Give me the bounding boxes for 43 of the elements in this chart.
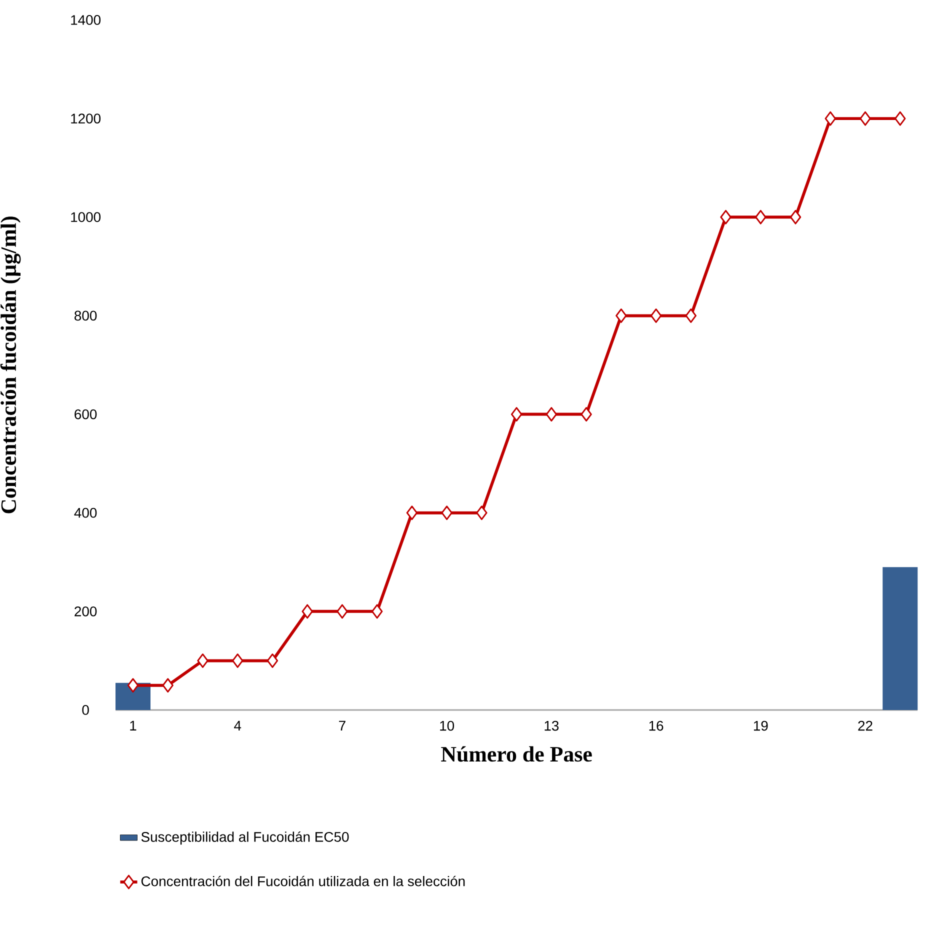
x-tick-label: 1 <box>130 720 136 730</box>
point <box>406 506 418 520</box>
point <box>894 111 906 126</box>
y-tick-label: 1200 <box>71 114 101 124</box>
y-tick-label: 1400 <box>71 15 101 25</box>
point <box>232 653 244 668</box>
x-tick-label: 10 <box>440 720 454 731</box>
point <box>790 210 802 224</box>
point <box>197 653 208 668</box>
point <box>162 678 174 693</box>
point <box>476 506 488 520</box>
x-tick-label: 16 <box>649 720 664 731</box>
point <box>685 308 697 323</box>
point <box>860 111 871 126</box>
y-tick-label: 200 <box>74 606 97 616</box>
y-tick-label: 400 <box>74 508 97 518</box>
y-tick-label: 800 <box>74 310 97 321</box>
point <box>580 407 592 422</box>
x-tick-label: 22 <box>858 720 872 731</box>
y-tick-label: 1000 <box>71 212 101 222</box>
x-tick-label: 19 <box>754 720 768 731</box>
x-axis-title: Número de Pase <box>441 746 592 762</box>
x-tick-label: 7 <box>339 720 346 730</box>
point <box>616 308 627 323</box>
point <box>755 210 766 224</box>
point <box>336 604 348 619</box>
point <box>441 506 452 520</box>
point <box>266 653 278 668</box>
point <box>720 210 732 224</box>
point <box>546 407 558 422</box>
point <box>127 678 139 693</box>
y-tick-label: 600 <box>74 409 97 420</box>
point <box>650 308 662 323</box>
legend-label: Susceptibilidad al Fucoidán EC50 <box>141 831 349 845</box>
y-tick-label: 0 <box>82 705 89 715</box>
point <box>510 407 522 422</box>
x-tick-label: 13 <box>544 720 559 731</box>
y-axis-title: Concentración fucoidán (µg/ml) <box>0 216 21 514</box>
point <box>824 111 836 126</box>
point <box>371 604 383 619</box>
x-tick-label: 4 <box>234 720 242 730</box>
legend-label: Concentración del Fucoidán utilizada en la selección <box>141 876 465 886</box>
point <box>302 604 313 619</box>
